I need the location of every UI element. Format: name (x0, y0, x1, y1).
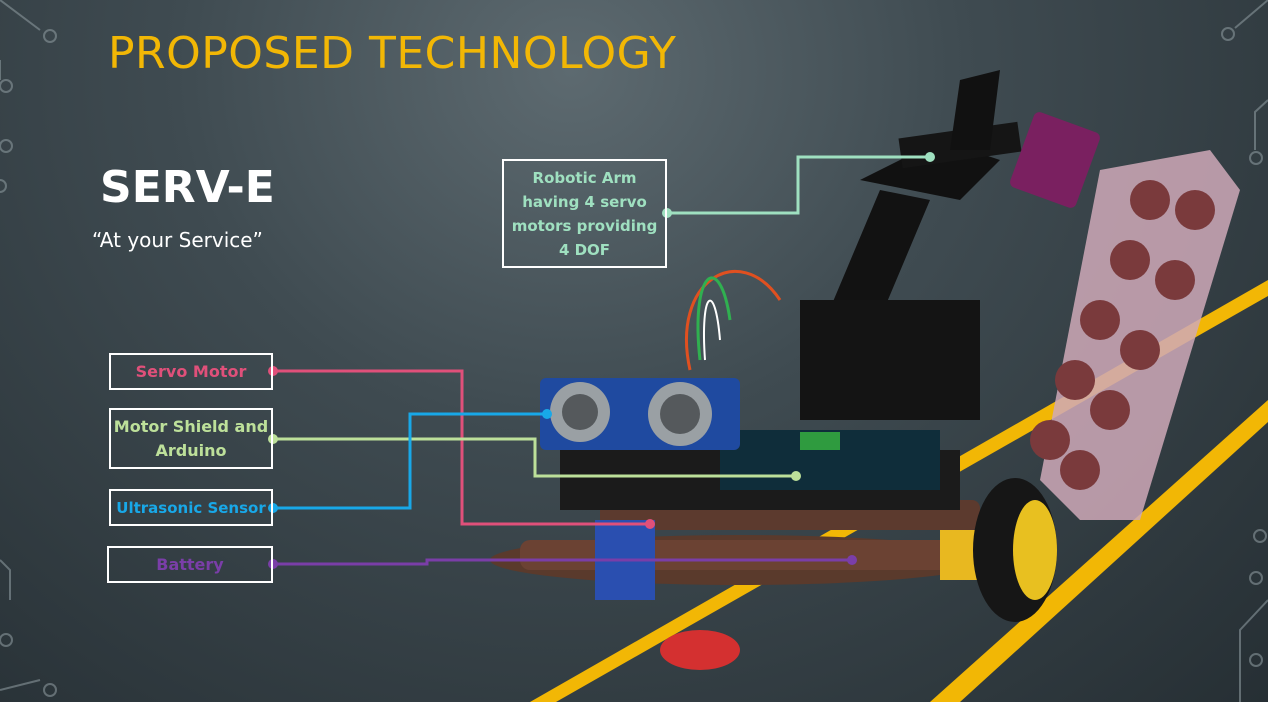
connector-robotic-arm (667, 155, 930, 215)
callout-servo-motor: Servo Motor (109, 353, 273, 390)
product-name: SERV-E (100, 162, 275, 213)
connector-dot-servo-end (645, 519, 655, 529)
robot-image (490, 70, 1240, 670)
connector-ultrasonic (273, 412, 547, 510)
circuit-decoration-left (0, 0, 57, 697)
circuit-decoration-right (1221, 0, 1268, 702)
connector-dot-arm (662, 208, 672, 218)
callout-ultrasonic-sensor: Ultrasonic Sensor (109, 489, 273, 526)
callout-motor-shield: Motor Shield and Arduino (109, 408, 273, 469)
product-tagline: “At your Service” (92, 228, 263, 252)
connector-dot-ultrasonic (268, 503, 278, 513)
connector-dot-arm-end (925, 152, 935, 162)
connector-dot-shield-end (791, 471, 801, 481)
callout-battery: Battery (107, 546, 273, 583)
accent-stripe-lower (930, 400, 1268, 702)
connector-dot-shield (268, 434, 278, 444)
connector-dot-servo (268, 366, 278, 376)
connector-dot-battery-end (847, 555, 857, 565)
callout-servo-motor-text: Servo Motor (135, 361, 247, 381)
callout-ultrasonic-sensor-text: Ultrasonic Sensor (116, 498, 266, 517)
connector-dot-ultrasonic-end (542, 409, 552, 419)
connector-dot-battery (268, 559, 278, 569)
callout-robotic-arm-text: Robotic Arm having 4 servo motors provid… (511, 168, 658, 259)
slide-title: PROPOSED TECHNOLOGY (108, 28, 677, 79)
callout-motor-shield-text: Motor Shield and Arduino (113, 416, 269, 460)
callout-robotic-arm: Robotic Arm having 4 servo motors provid… (502, 159, 667, 268)
connector-servo-motor (273, 369, 650, 526)
connector-battery (273, 558, 852, 566)
callout-battery-text: Battery (156, 554, 224, 574)
connector-motor-shield (273, 437, 796, 478)
